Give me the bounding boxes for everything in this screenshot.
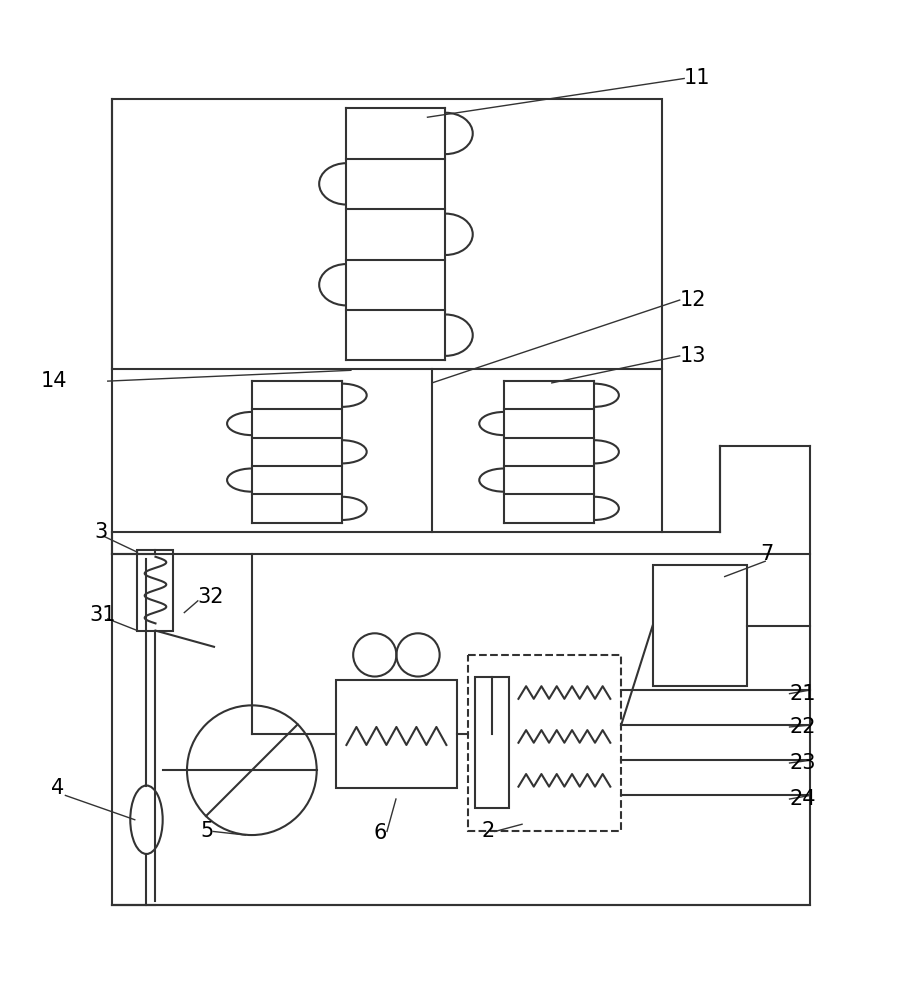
Text: 4: 4 <box>51 778 65 798</box>
Text: 32: 32 <box>198 587 225 607</box>
Bar <box>112 554 810 905</box>
Text: 3: 3 <box>95 522 107 542</box>
Text: 23: 23 <box>790 753 816 773</box>
Text: 7: 7 <box>761 544 774 564</box>
Bar <box>112 99 662 532</box>
Text: 21: 21 <box>790 684 816 704</box>
Text: 2: 2 <box>482 821 494 841</box>
Text: 11: 11 <box>684 68 711 88</box>
Text: 24: 24 <box>790 789 816 809</box>
Text: 6: 6 <box>374 823 387 843</box>
Text: 22: 22 <box>790 717 816 737</box>
Bar <box>475 677 509 808</box>
Bar <box>653 565 747 686</box>
Text: 31: 31 <box>90 605 116 625</box>
Bar <box>468 655 621 831</box>
Text: 14: 14 <box>40 371 66 391</box>
Bar <box>137 550 174 631</box>
Text: 12: 12 <box>680 290 706 310</box>
Text: 5: 5 <box>201 821 214 841</box>
Text: 13: 13 <box>680 346 706 366</box>
Bar <box>335 680 457 788</box>
